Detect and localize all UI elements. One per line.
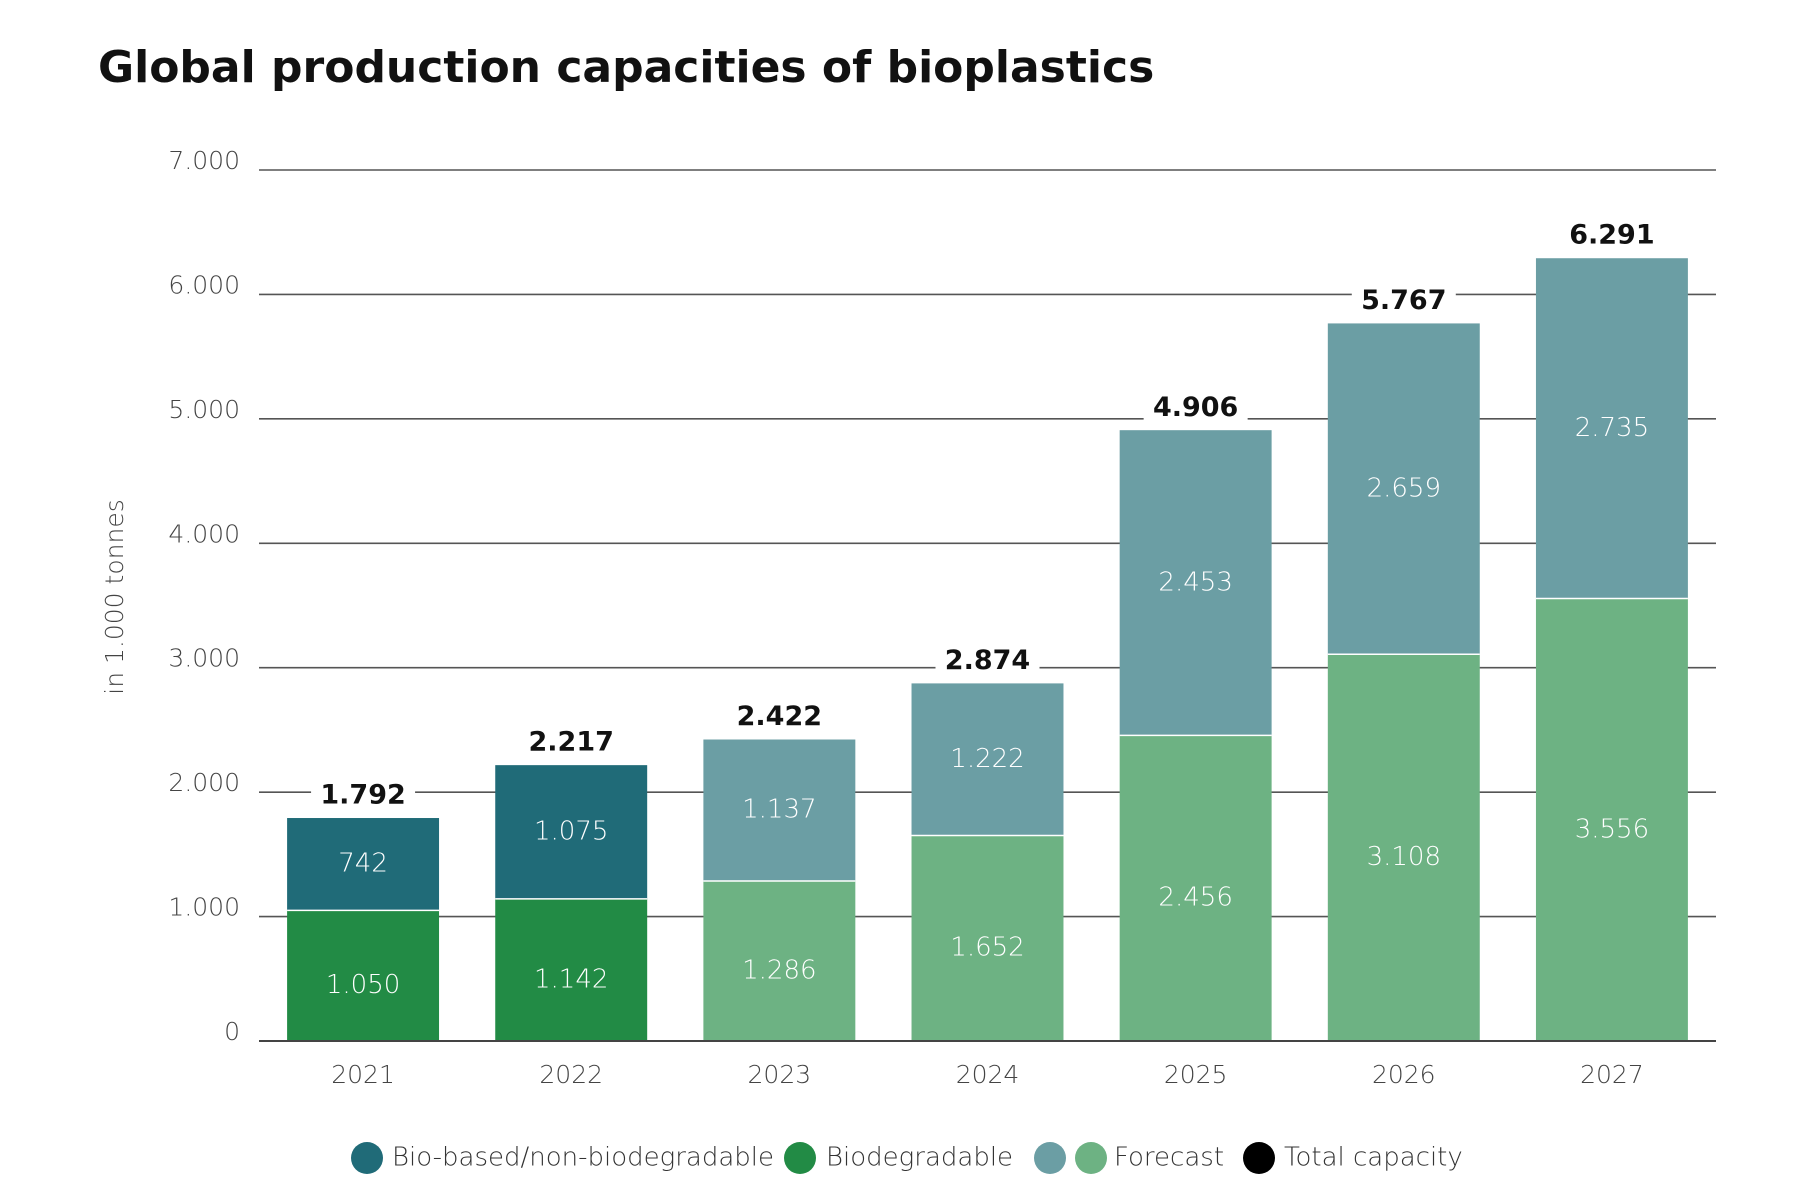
segment-label: 2.456 xyxy=(1158,883,1232,913)
y-tick-label: 5.000 xyxy=(168,395,240,424)
y-tick-label: 7.000 xyxy=(168,146,240,175)
y-axis-label: in 1.000 tonnes xyxy=(100,499,129,694)
bar-segment xyxy=(703,880,856,1041)
bar-segment xyxy=(1327,654,1480,1041)
legend-swatch xyxy=(1034,1142,1066,1174)
total-label-bg xyxy=(1351,283,1456,320)
total-label-bg xyxy=(1143,390,1248,427)
x-tick-label: 2026 xyxy=(1372,1060,1436,1089)
segment-label: 1.142 xyxy=(534,964,608,994)
x-tick-label: 2024 xyxy=(956,1060,1020,1089)
bar-segment xyxy=(1119,430,1272,736)
y-tick-label: 0 xyxy=(224,1017,240,1046)
segment-label: 1.137 xyxy=(742,795,816,825)
legend-label: Total capacity xyxy=(1284,1143,1463,1173)
total-label: 4.906 xyxy=(1153,392,1238,423)
legend-swatch xyxy=(784,1142,816,1174)
legend-swatch xyxy=(351,1142,383,1174)
total-label: 5.767 xyxy=(1361,285,1446,316)
bar-segment xyxy=(1327,323,1480,655)
y-tick-label: 2.000 xyxy=(168,768,240,797)
segment-label: 1.050 xyxy=(326,970,400,1000)
y-tick-label: 6.000 xyxy=(168,270,240,299)
bar-segment xyxy=(703,739,856,881)
segment-label: 742 xyxy=(338,849,388,879)
bar-segment xyxy=(1119,735,1272,1041)
bar-segment xyxy=(495,898,648,1041)
x-tick-label: 2025 xyxy=(1164,1060,1228,1089)
legend-label: Forecast xyxy=(1114,1143,1224,1173)
y-tick-label: 4.000 xyxy=(168,519,240,548)
total-label-bg xyxy=(727,699,832,736)
segment-label: 3.556 xyxy=(1575,814,1649,844)
bar-segment xyxy=(287,910,440,1041)
segment-label: 3.108 xyxy=(1367,842,1441,872)
x-tick-label: 2027 xyxy=(1580,1060,1644,1089)
x-tick-label: 2021 xyxy=(331,1060,395,1089)
y-tick-label: 3.000 xyxy=(168,644,240,673)
segment-label: 2.453 xyxy=(1158,567,1232,597)
total-label-bg xyxy=(311,778,416,815)
segment-label: 1.222 xyxy=(950,744,1024,774)
bar-segment xyxy=(911,835,1064,1041)
total-label: 2.422 xyxy=(737,701,822,732)
bar-segment xyxy=(911,683,1064,836)
legend-label: Biodegradable xyxy=(826,1143,1013,1173)
total-label: 2.217 xyxy=(529,727,614,758)
segment-label: 2.659 xyxy=(1367,473,1441,503)
segment-label: 1.286 xyxy=(742,955,816,985)
total-label-bg xyxy=(1559,218,1664,255)
bar-segment xyxy=(1535,258,1688,599)
x-tick-label: 2022 xyxy=(539,1060,603,1089)
total-label: 2.874 xyxy=(945,645,1030,676)
segment-label: 2.735 xyxy=(1575,413,1649,443)
legend-label: Bio-based/non-biodegradable xyxy=(392,1143,774,1173)
total-label: 6.291 xyxy=(1569,220,1654,251)
legend-swatch xyxy=(1243,1142,1275,1174)
chart-title: Global production capacities of bioplast… xyxy=(98,42,1154,93)
segment-label: 1.652 xyxy=(950,933,1024,963)
segment-label: 1.075 xyxy=(534,817,608,847)
bar-segment xyxy=(1535,598,1688,1041)
bar-segment xyxy=(287,818,440,911)
y-tick-label: 1.000 xyxy=(168,893,240,922)
legend-swatch xyxy=(1075,1142,1107,1174)
bar-segment xyxy=(495,765,648,899)
x-tick-label: 2023 xyxy=(748,1060,812,1089)
total-label: 1.792 xyxy=(320,780,405,811)
total-label-bg xyxy=(519,725,624,762)
total-label-bg xyxy=(935,643,1040,680)
